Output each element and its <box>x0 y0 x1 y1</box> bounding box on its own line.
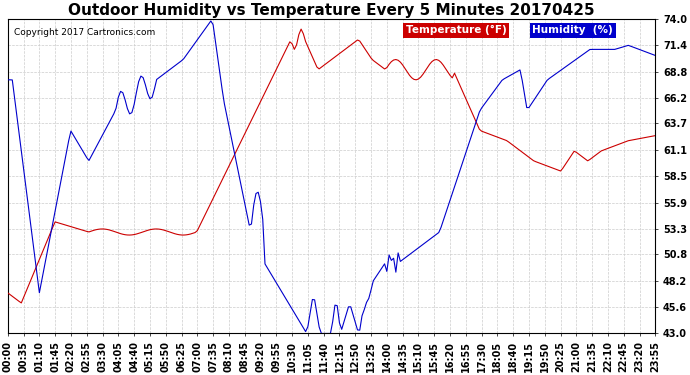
Text: Temperature (°F): Temperature (°F) <box>406 25 506 35</box>
Text: Copyright 2017 Cartronics.com: Copyright 2017 Cartronics.com <box>14 28 155 38</box>
Title: Outdoor Humidity vs Temperature Every 5 Minutes 20170425: Outdoor Humidity vs Temperature Every 5 … <box>68 3 595 18</box>
Text: Humidity  (%): Humidity (%) <box>532 25 613 35</box>
